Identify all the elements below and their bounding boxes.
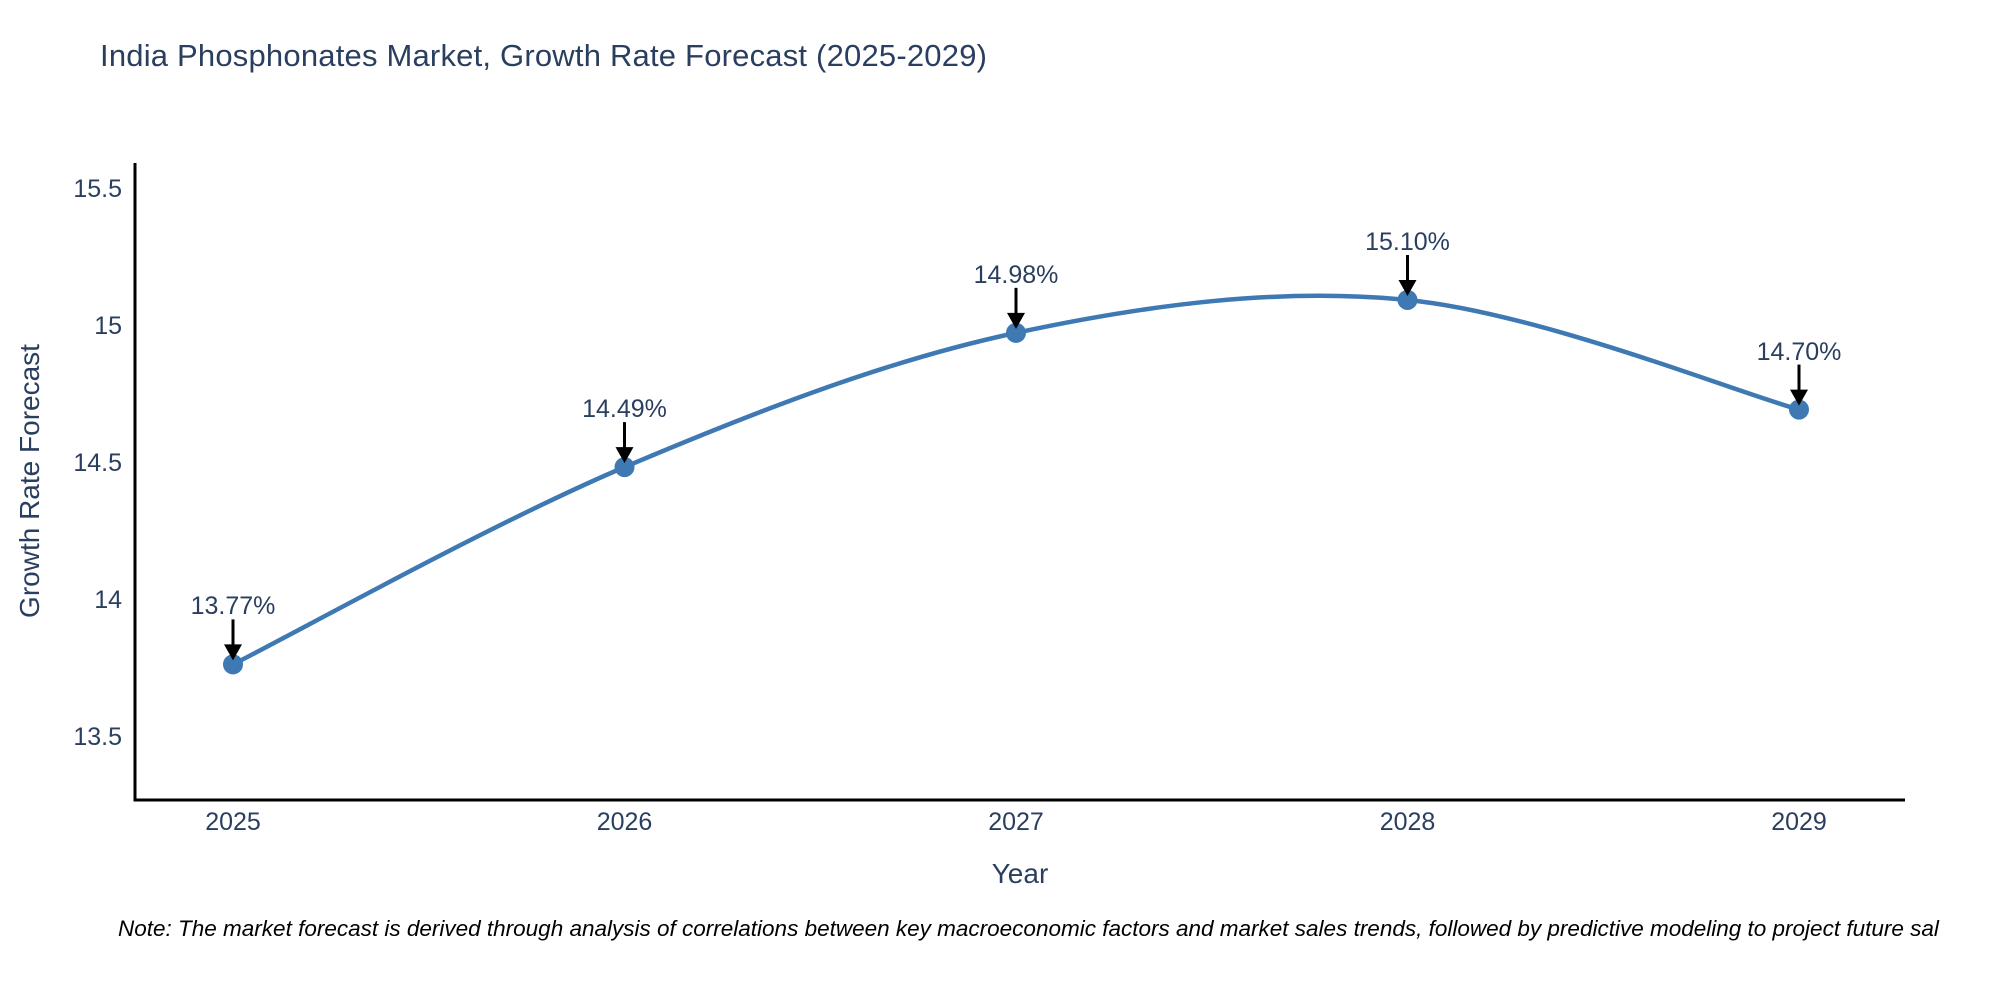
annotation-arrowhead-icon bbox=[1007, 312, 1025, 329]
data-point-label: 14.70% bbox=[1756, 337, 1842, 366]
y-tick-label: 14 bbox=[94, 586, 122, 615]
annotation-arrowhead-icon bbox=[1398, 279, 1417, 296]
x-axis-title: Year bbox=[991, 858, 1049, 889]
y-axis-title: Growth Rate Forecast bbox=[14, 344, 45, 618]
data-point-label: 15.10% bbox=[1365, 227, 1450, 256]
data-point-marker bbox=[1789, 399, 1809, 420]
footnote: Note: The market forecast is derived thr… bbox=[118, 916, 1939, 941]
annotation-arrowhead-icon bbox=[1790, 389, 1808, 406]
data-point-marker bbox=[614, 457, 635, 478]
y-tick-label: 14.5 bbox=[73, 449, 122, 478]
data-point-marker bbox=[1397, 289, 1418, 310]
line-series bbox=[231, 293, 1800, 667]
y-tick-label: 15 bbox=[94, 312, 122, 341]
annotation-arrowhead-icon bbox=[224, 644, 242, 661]
y-tick-label: 13.5 bbox=[73, 723, 122, 752]
data-point-label: 14.49% bbox=[582, 395, 667, 424]
data-point-label: 14.98% bbox=[973, 260, 1059, 289]
chart-title: India Phosphonates Market, Growth Rate F… bbox=[100, 38, 988, 73]
data-point-marker bbox=[223, 654, 243, 675]
x-tick-label: 2029 bbox=[1771, 808, 1827, 836]
x-tick-label: 2025 bbox=[205, 808, 261, 836]
y-tick-label: 15.5 bbox=[73, 175, 122, 204]
data-point-label: 13.77% bbox=[190, 592, 276, 621]
annotation-arrowhead-icon bbox=[615, 447, 634, 464]
data-point-marker bbox=[1006, 322, 1026, 343]
x-tick-label: 2027 bbox=[988, 808, 1044, 836]
x-tick-label: 2028 bbox=[1379, 808, 1436, 836]
x-tick-label: 2026 bbox=[596, 808, 653, 836]
